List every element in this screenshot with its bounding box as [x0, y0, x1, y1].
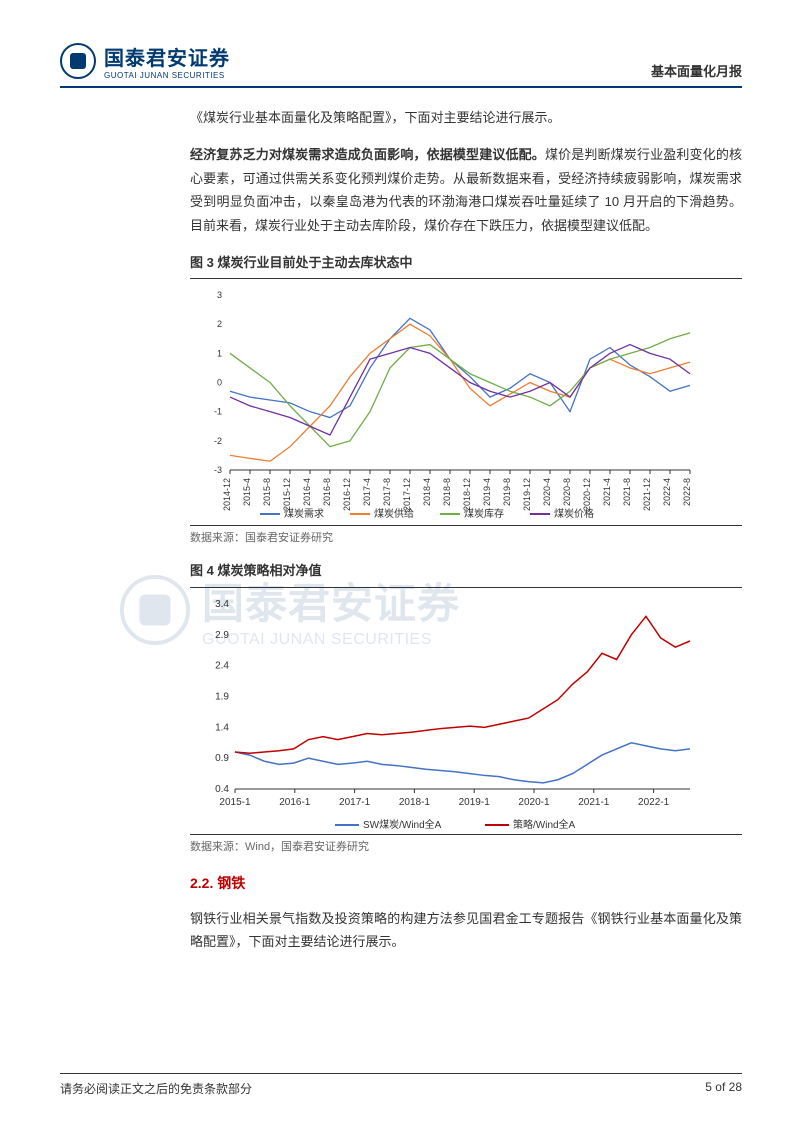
- svg-text:2021-1: 2021-1: [578, 797, 610, 808]
- svg-text:2020-4: 2020-4: [542, 478, 552, 506]
- svg-text:-3: -3: [214, 465, 222, 475]
- page-header: 国泰君安证券 GUOTAI JUNAN SECURITIES 基本面量化月报: [60, 42, 742, 88]
- svg-text:策略/Wind全A: 策略/Wind全A: [513, 818, 576, 831]
- logo-en-text: GUOTAI JUNAN SECURITIES: [104, 71, 230, 80]
- svg-text:2016-4: 2016-4: [302, 478, 312, 506]
- svg-text:2019-4: 2019-4: [482, 478, 492, 506]
- svg-text:2021-8: 2021-8: [622, 478, 632, 506]
- svg-text:2: 2: [217, 320, 222, 330]
- svg-text:-2: -2: [214, 436, 222, 446]
- logo-cn-text: 国泰君安证券: [104, 42, 230, 71]
- logo-area: 国泰君安证券 GUOTAI JUNAN SECURITIES: [60, 42, 230, 80]
- svg-text:2020-1: 2020-1: [518, 797, 550, 808]
- svg-text:2015-12: 2015-12: [282, 478, 292, 511]
- svg-text:2017-4: 2017-4: [362, 478, 372, 506]
- svg-text:煤炭供给: 煤炭供给: [374, 507, 414, 520]
- svg-text:2015-4: 2015-4: [242, 478, 252, 506]
- svg-text:1.9: 1.9: [215, 691, 229, 702]
- svg-text:2017-12: 2017-12: [402, 478, 412, 511]
- chart3-source: 数据来源：国泰君安证券研究: [190, 525, 742, 549]
- chart3-svg: -3 -2 -1 0 1 2 3 2014-12 2015-4 2015-8 2015-12 2016…: [190, 285, 700, 525]
- svg-text:0: 0: [217, 378, 222, 388]
- svg-text:2017-1: 2017-1: [339, 797, 371, 808]
- svg-text:2021-4: 2021-4: [602, 478, 612, 506]
- svg-text:0.4: 0.4: [215, 784, 229, 795]
- footer-page-number: 5 of 28: [705, 1080, 742, 1097]
- svg-text:2019-12: 2019-12: [522, 478, 532, 511]
- svg-text:2018-4: 2018-4: [422, 478, 432, 506]
- svg-text:2017-8: 2017-8: [382, 478, 392, 506]
- svg-text:SW煤炭/Wind全A: SW煤炭/Wind全A: [363, 818, 442, 831]
- chart4-container: 0.4 0.9 1.4 1.9 2.4 2.9 3.4 2015-1 2016-1 2017-1 2…: [190, 594, 742, 834]
- svg-text:2018-12: 2018-12: [462, 478, 472, 511]
- section-2-2-heading: 2.2. 钢铁: [190, 871, 742, 896]
- svg-text:0.9: 0.9: [215, 753, 229, 764]
- svg-text:1: 1: [217, 349, 222, 359]
- svg-text:2020-8: 2020-8: [562, 478, 572, 506]
- company-logo-icon: [60, 43, 96, 79]
- chart4-source: 数据来源：Wind，国泰君安证券研究: [190, 834, 742, 858]
- svg-text:煤炭价格: 煤炭价格: [554, 507, 594, 520]
- svg-text:2022-4: 2022-4: [662, 478, 672, 506]
- svg-text:2022-8: 2022-8: [682, 478, 692, 506]
- chart4-title: 图 4 煤炭策略相对净值: [190, 559, 742, 587]
- svg-text:2020-12: 2020-12: [582, 478, 592, 511]
- chart4-svg: 0.4 0.9 1.4 1.9 2.4 2.9 3.4 2015-1 2016-1 2017-1 2…: [190, 594, 700, 834]
- svg-text:2018-1: 2018-1: [399, 797, 431, 808]
- svg-text:2.4: 2.4: [215, 660, 229, 671]
- svg-text:2019-1: 2019-1: [459, 797, 491, 808]
- main-content: 《煤炭行业基本面量化及策略配置》，下面对主要结论进行展示。 经济复苏乏力对煤炭需…: [190, 106, 742, 953]
- svg-text:3.4: 3.4: [215, 599, 229, 610]
- svg-text:1.4: 1.4: [215, 722, 229, 733]
- intro-paragraph: 《煤炭行业基本面量化及策略配置》，下面对主要结论进行展示。: [190, 106, 742, 129]
- svg-text:2014-12: 2014-12: [222, 478, 232, 511]
- svg-text:2016-1: 2016-1: [279, 797, 311, 808]
- svg-text:3: 3: [217, 290, 222, 300]
- svg-text:2.9: 2.9: [215, 629, 229, 640]
- chart3-title: 图 3 煤炭行业目前处于主动去库状态中: [190, 251, 742, 279]
- svg-text:2019-8: 2019-8: [502, 478, 512, 506]
- analysis-paragraph: 经济复苏乏力对煤炭需求造成负面影响，依据模型建议低配。煤价是判断煤炭行业盈利变化…: [190, 143, 742, 237]
- svg-text:2018-8: 2018-8: [442, 478, 452, 506]
- svg-text:2021-12: 2021-12: [642, 478, 652, 511]
- svg-text:2016-8: 2016-8: [322, 478, 332, 506]
- svg-text:2015-1: 2015-1: [219, 797, 251, 808]
- chart3-container: -3 -2 -1 0 1 2 3 2014-12 2015-4 2015-8 2015-12 2016…: [190, 285, 742, 525]
- svg-text:-1: -1: [214, 407, 222, 417]
- footer-disclaimer: 请务必阅读正文之后的免责条款部分: [60, 1080, 252, 1097]
- svg-text:2022-1: 2022-1: [638, 797, 670, 808]
- report-type-label: 基本面量化月报: [651, 61, 742, 80]
- page-footer: 请务必阅读正文之后的免责条款部分 5 of 28: [60, 1073, 742, 1097]
- svg-text:煤炭库存: 煤炭库存: [464, 507, 504, 520]
- svg-text:2015-8: 2015-8: [262, 478, 272, 506]
- svg-text:2016-12: 2016-12: [342, 478, 352, 511]
- para2-bold: 经济复苏乏力对煤炭需求造成负面影响，依据模型建议低配。: [190, 147, 545, 162]
- svg-text:煤炭需求: 煤炭需求: [284, 507, 324, 520]
- section-2-2-paragraph: 钢铁行业相关景气指数及投资策略的构建方法参见国君金工专题报告《钢铁行业基本面量化…: [190, 907, 742, 954]
